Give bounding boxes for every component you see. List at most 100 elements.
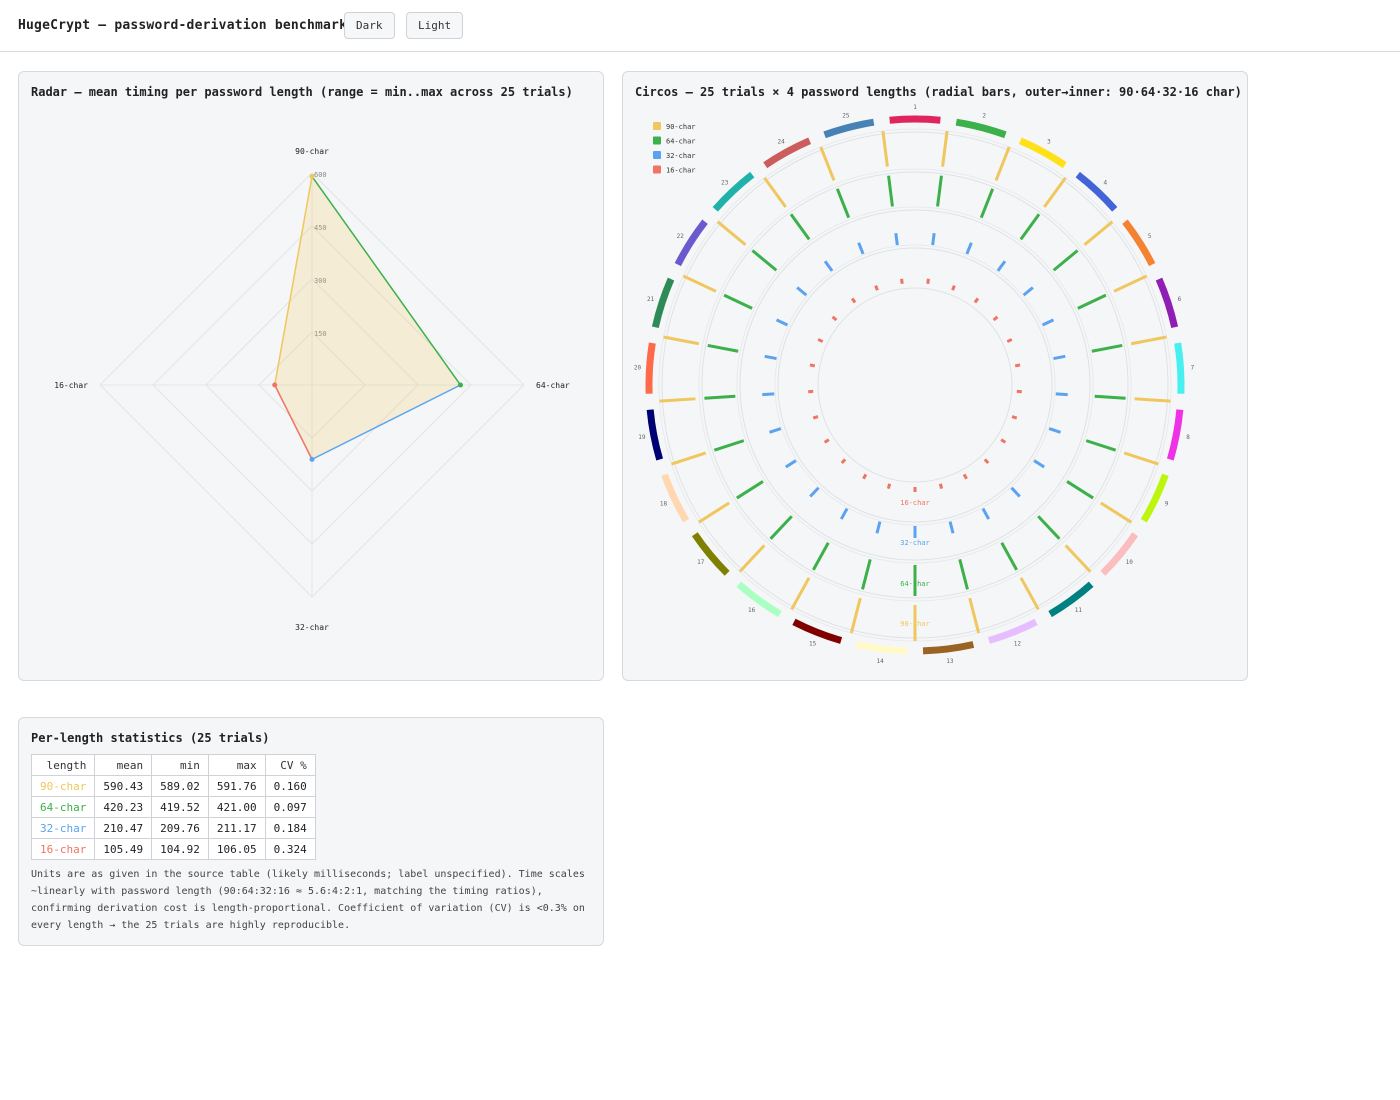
trial-label-7: 7 xyxy=(1191,365,1195,372)
trial-segment-7 xyxy=(1174,342,1185,394)
circos-title: Circos — 25 trials × 4 password lengths … xyxy=(635,85,1242,99)
trial-label-22: 22 xyxy=(677,233,685,240)
radial-bar-64-char xyxy=(1052,249,1079,272)
radar-axis-label: 64-char xyxy=(536,381,570,390)
light-theme-button[interactable]: Light xyxy=(406,12,464,39)
radial-bar-32-char xyxy=(809,486,820,498)
radial-bar-16-char xyxy=(951,284,956,291)
trial-label-9: 9 xyxy=(1165,500,1169,507)
radar-title: Radar — mean timing per password length … xyxy=(31,85,573,99)
radar-point-90-char xyxy=(309,173,315,179)
trial-segment-19 xyxy=(646,409,664,461)
stats-table: length mean min max CV % 90-char 590.43 … xyxy=(30,754,316,860)
row-cv: 0.160 xyxy=(264,775,316,797)
row-mean: 420.23 xyxy=(94,796,153,818)
top-bar: HugeCrypt — password-derivation benchmar… xyxy=(0,0,1400,52)
stats-title: Per-length statistics (25 trials) xyxy=(31,731,270,745)
radar-axis-label: 32-char xyxy=(295,623,329,632)
circos-guide-ring xyxy=(661,131,1169,639)
radial-bar-90-char xyxy=(1064,544,1092,573)
radar-point-16-char xyxy=(272,382,278,388)
radial-bar-16-char xyxy=(900,278,904,284)
ring-label: 64-char xyxy=(900,580,930,588)
radial-bar-90-char xyxy=(819,146,836,182)
trial-segment-17 xyxy=(691,532,730,576)
trial-segment-8 xyxy=(1166,409,1184,461)
trial-segment-2 xyxy=(955,118,1007,139)
trial-label-8: 8 xyxy=(1186,434,1190,441)
trial-label-19: 19 xyxy=(638,434,646,441)
radial-bar-16-char xyxy=(874,284,879,291)
trial-label-6: 6 xyxy=(1178,296,1182,303)
circos-guide-ring xyxy=(817,287,1013,483)
radial-bar-16-char xyxy=(1006,338,1013,343)
legend-swatch-90-char xyxy=(653,122,661,130)
radial-bar-16-char xyxy=(962,473,968,480)
radar-axis-label: 16-char xyxy=(54,381,88,390)
radial-bar-32-char xyxy=(762,392,775,397)
radial-bar-64-char xyxy=(1091,343,1123,353)
radar-tick-label: 450 xyxy=(314,224,327,232)
radial-bar-64-char xyxy=(936,175,943,207)
radial-bar-16-char xyxy=(1011,415,1018,420)
radial-bar-90-char xyxy=(881,130,889,167)
trial-label-12: 12 xyxy=(1014,640,1022,647)
radial-bar-90-char xyxy=(671,451,707,466)
radial-bar-16-char xyxy=(812,415,819,420)
radial-bar-32-char xyxy=(965,242,973,255)
trial-segment-12 xyxy=(987,618,1038,644)
trial-label-20: 20 xyxy=(634,365,642,372)
radial-bar-16-char xyxy=(809,363,816,368)
radar-panel: Radar — mean timing per password length … xyxy=(18,71,604,681)
radial-bar-90-char xyxy=(1019,577,1040,611)
radial-bar-32-char xyxy=(1041,318,1055,327)
legend-label: 32-char xyxy=(666,152,696,160)
trial-label-14: 14 xyxy=(877,658,885,665)
legend-label: 90-char xyxy=(666,123,696,131)
circos-chart: 1234567891011121314151617181920212223242… xyxy=(634,104,1195,665)
trial-segment-15 xyxy=(792,618,843,644)
radial-bar-90-char xyxy=(698,501,731,524)
trial-label-10: 10 xyxy=(1126,559,1134,566)
table-row: 90-char 590.43 589.02 591.76 0.160 xyxy=(30,775,316,797)
circos-guide-ring xyxy=(739,209,1091,561)
trial-segment-18 xyxy=(661,473,690,523)
radial-bar-64-char xyxy=(1000,542,1018,571)
radial-bar-90-char xyxy=(1083,220,1114,246)
trial-segment-20 xyxy=(645,342,656,394)
radar-tick-label: 300 xyxy=(314,277,327,285)
radial-bar-64-char xyxy=(713,439,745,452)
radial-bar-64-char xyxy=(704,394,736,400)
trial-label-16: 16 xyxy=(748,607,756,614)
dark-theme-button[interactable]: Dark xyxy=(344,12,395,39)
radar-axis-label: 90-char xyxy=(295,147,329,156)
legend-swatch-32-char xyxy=(653,151,661,159)
row-mean: 105.49 xyxy=(94,838,153,860)
radial-bar-90-char xyxy=(738,544,766,573)
row-min: 104.92 xyxy=(151,838,209,860)
legend-label: 16-char xyxy=(666,167,696,175)
radial-bar-64-char xyxy=(723,293,753,310)
col-cv: CV % xyxy=(264,754,316,776)
trial-label-17: 17 xyxy=(697,559,705,566)
radial-bar-16-char xyxy=(817,338,824,343)
trial-label-3: 3 xyxy=(1047,138,1051,145)
trial-label-23: 23 xyxy=(721,179,729,186)
radar-point-64-char xyxy=(457,382,463,388)
ring-label: 16-char xyxy=(900,499,930,507)
radial-bar-64-char xyxy=(835,188,851,219)
radial-bar-32-char xyxy=(948,521,955,534)
radial-bar-32-char xyxy=(775,318,789,327)
legend-swatch-64-char xyxy=(653,136,661,145)
radial-bar-16-char xyxy=(862,473,868,480)
radial-bar-64-char xyxy=(1019,213,1041,241)
radial-bar-64-char xyxy=(751,249,778,272)
trial-label-25: 25 xyxy=(842,113,850,120)
legend-label: 64-char xyxy=(666,138,696,146)
radial-bar-64-char xyxy=(958,558,969,590)
col-length: length xyxy=(30,754,96,776)
radial-bar-64-char xyxy=(1085,439,1117,452)
radial-bar-16-char xyxy=(831,315,838,322)
radial-bar-90-char xyxy=(1130,335,1167,346)
radial-bar-90-char xyxy=(1134,397,1171,403)
